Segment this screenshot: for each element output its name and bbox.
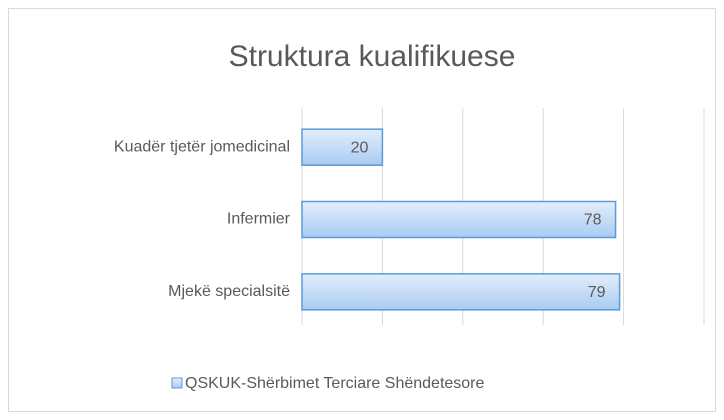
data-label: 79	[588, 284, 606, 301]
chart-title: Struktura kualifikuese	[229, 40, 516, 73]
bar	[301, 273, 621, 311]
legend-swatch	[171, 377, 183, 389]
y-tick-label: Kuadër tjetër jomedicinal	[114, 138, 290, 155]
legend-label: QSKUK-Shërbimet Terciare Shëndetesore	[185, 375, 485, 392]
y-tick-label: Mjekë specialsitë	[168, 283, 290, 300]
y-tick-label: Infermier	[227, 211, 291, 228]
data-label: 20	[351, 139, 369, 156]
data-label: 78	[584, 212, 602, 229]
bar	[301, 200, 617, 239]
bar	[301, 128, 384, 166]
